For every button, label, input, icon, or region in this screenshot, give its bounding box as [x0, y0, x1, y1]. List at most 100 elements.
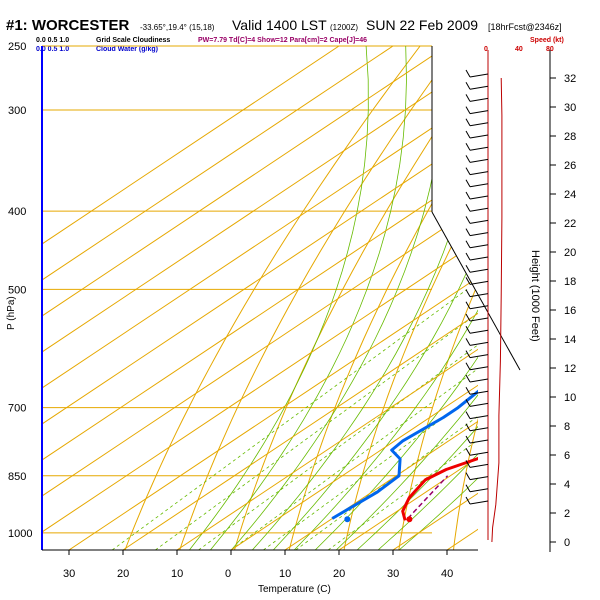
wind-barb: [469, 402, 489, 407]
dewpoint-line: [331, 389, 478, 520]
isotherm-line: [122, 312, 478, 550]
wind-barb: [469, 171, 489, 176]
isotherm-line: [42, 46, 340, 245]
temperature-tick-label: 30: [63, 568, 75, 580]
wind-barb: [469, 85, 489, 90]
pressure-tick-label: 850: [8, 471, 26, 483]
isotherm-line: [68, 276, 478, 550]
temperature-tick-label: 20: [333, 568, 345, 580]
isotherm-line: [42, 240, 478, 533]
height-tick-label: 32: [564, 73, 576, 85]
wind-barb: [469, 219, 489, 224]
wind-barb: [469, 366, 489, 371]
isobar-grid: [42, 45, 432, 534]
temperature-tick-label: 10: [279, 568, 291, 580]
height-tick-label: 26: [564, 160, 576, 172]
height-tick-label: 30: [564, 102, 576, 114]
wind-barb: [469, 122, 489, 127]
chart-title-valid-utc: (1200Z): [330, 23, 358, 32]
temperature-tick-label: 10: [171, 568, 183, 580]
wind-barb-flag: [465, 155, 471, 163]
wind-barb: [469, 280, 489, 285]
chart-title-station: #1: WORCESTER: [6, 17, 130, 34]
pressure-tick-label: 1000: [8, 528, 32, 540]
cloud-scale-label: Grid Scale Cloudiness: [96, 37, 170, 44]
height-tick-label: 28: [564, 131, 576, 143]
wind-barb: [469, 500, 489, 505]
dry-adiabat-line: [288, 124, 478, 550]
wind-barb-flag: [465, 191, 471, 200]
temperature-tick-label: 0: [225, 568, 231, 580]
wind-barb: [469, 268, 489, 273]
wind-barb: [469, 427, 489, 432]
mixing-ratio-line: [155, 312, 478, 550]
dry-adiabat-line: [563, 46, 600, 550]
wind-barb: [469, 293, 489, 298]
wind-barb-flag: [465, 460, 471, 468]
isotherm-line: [42, 46, 448, 317]
height-tick-label: 10: [564, 392, 576, 404]
stability-indices: PW=7.79 Td[C]=4 Show=12 Para[cm]=2 Cape[…: [198, 37, 367, 44]
isotherm-line: [42, 60, 478, 353]
temperature-tick-label: 20: [117, 568, 129, 580]
chart-title-valid: Valid 1400 LST: [232, 17, 327, 33]
dry-adiabat-line: [179, 46, 457, 550]
wind-barb: [469, 341, 489, 346]
wind-barb-flag: [465, 142, 471, 151]
mixing-ratio-line: [295, 415, 478, 550]
pressure-tick-label: 500: [8, 284, 26, 296]
wind-barb: [469, 488, 489, 493]
height-tick-label: 18: [564, 276, 576, 288]
moist-adiabat-line: [335, 394, 478, 550]
cloud-water-label: Cloud Water (g/kg): [96, 46, 158, 53]
wind-panel: [465, 50, 503, 543]
isotherm-line: [42, 204, 478, 497]
wind-barb-flag: [465, 179, 471, 188]
wind-speed-profile: [491, 77, 503, 543]
height-tick-label: 22: [564, 218, 576, 230]
wind-barb: [469, 378, 489, 383]
dry-adiabat-line: [508, 46, 600, 550]
mixing-ratio-grid: [111, 289, 478, 550]
moist-adiabat-line: [398, 477, 478, 550]
mixing-ratio-line: [111, 289, 468, 550]
wind-barb-flag: [465, 240, 471, 249]
wind-barb-flag: [465, 277, 471, 285]
wind-barb-flag: [465, 374, 471, 383]
wind-barb: [469, 451, 489, 456]
sounding-series: [331, 389, 478, 523]
height-tick-label: 16: [564, 305, 576, 317]
mixing-ratio-line: [230, 368, 478, 550]
wind-barb-flag: [465, 216, 471, 224]
isotherm-line: [284, 420, 478, 550]
wind-barb-flag: [465, 472, 471, 480]
wind-barb: [469, 354, 489, 359]
wind-barb-flag: [465, 289, 471, 297]
wind-barb: [469, 439, 489, 444]
wind-barb: [469, 415, 489, 420]
wind-barb: [469, 73, 489, 78]
wind-barb-flag: [465, 350, 471, 358]
wind-barb-flag: [465, 411, 471, 419]
height-tick-label: 2: [564, 508, 570, 520]
speed-tick-label: 80: [546, 46, 554, 53]
wind-barb: [469, 390, 489, 395]
pressure-tick-label: 250: [8, 41, 26, 53]
wind-barb: [469, 158, 489, 163]
wind-barb: [469, 97, 489, 102]
moist-adiabat-line: [273, 244, 478, 550]
wind-barb-flag: [465, 167, 471, 175]
mixing-ratio-line: [327, 439, 478, 550]
dry-adiabat-grid: [124, 46, 600, 550]
wind-barb-flag: [465, 301, 471, 310]
isotherm-line: [42, 96, 478, 389]
mixing-ratio-line: [263, 391, 478, 550]
wind-barb: [469, 195, 489, 200]
wind-barb: [469, 329, 489, 334]
dry-adiabat-line: [398, 282, 478, 550]
height-tick-label: 0: [564, 537, 570, 549]
isotherm-line: [42, 46, 394, 281]
isotherm-line: [338, 456, 478, 550]
height-tick-label: 4: [564, 479, 570, 491]
